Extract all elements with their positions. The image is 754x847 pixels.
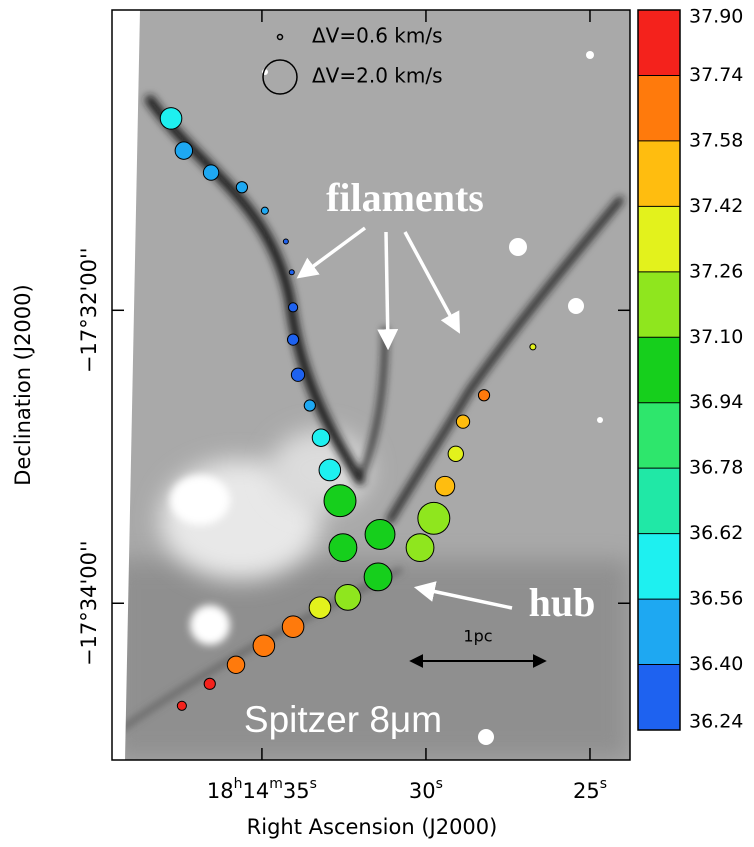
x-axis-label: Right Ascension (J2000) <box>247 815 498 839</box>
data-point <box>288 302 299 313</box>
x-tick-label: 25s <box>573 776 607 803</box>
colorbar-band <box>638 337 680 403</box>
annotation-arrows <box>296 226 513 610</box>
x-tick-label: 30s <box>409 776 443 803</box>
colorbar-label: 36.40 <box>689 653 743 675</box>
data-point <box>318 458 342 482</box>
data-point <box>290 367 306 382</box>
data-point <box>202 164 220 181</box>
colorbar-band <box>638 140 680 207</box>
y-tick-label: −17°34'00'' <box>77 540 101 666</box>
data-point <box>174 141 194 160</box>
data-point <box>281 615 305 638</box>
image-label: Spitzer 8μm <box>244 699 442 740</box>
colorbar-band <box>638 664 680 730</box>
data-point <box>260 206 269 215</box>
data-point <box>405 533 435 562</box>
y-axis-label: Declination (J2000) <box>11 284 35 485</box>
colorbar-band <box>638 75 680 141</box>
colorbar-label: 37.42 <box>689 195 743 217</box>
data-point <box>286 333 300 346</box>
colorbar-band <box>638 402 680 469</box>
sky-image <box>112 10 630 760</box>
filaments-label: filaments <box>326 175 484 220</box>
size-legend-label: ΔV=0.6 km/s <box>312 24 443 48</box>
data-point <box>477 389 491 402</box>
colorbar-band <box>638 533 680 600</box>
colorbar-label: 36.24 <box>689 711 743 733</box>
colorbar-label: 37.90 <box>689 6 743 28</box>
colorbar-label: 37.74 <box>689 64 743 86</box>
data-point <box>455 414 471 429</box>
data-point <box>529 343 537 351</box>
data-point <box>328 533 358 562</box>
data-point <box>363 562 393 592</box>
data-point <box>303 399 316 412</box>
size-legend-marker <box>262 59 298 95</box>
data-point <box>282 238 289 245</box>
data-point <box>364 518 396 550</box>
plot-frame <box>111 9 631 761</box>
colorbar-label: 36.94 <box>689 391 743 413</box>
data-point <box>434 475 456 497</box>
hub-label: hub <box>529 580 596 625</box>
colorbar-band <box>638 206 680 272</box>
colorbar-band <box>638 271 680 338</box>
data-point <box>176 700 187 711</box>
data-point <box>417 501 451 535</box>
data-point <box>311 428 331 447</box>
colorbar-band <box>638 10 680 76</box>
colorbar-label: 37.10 <box>689 326 743 348</box>
y-tick-label: −17°32'00'' <box>77 247 101 373</box>
data-point <box>323 484 357 518</box>
data-point <box>252 634 276 658</box>
scale-label: 1pc <box>463 627 492 646</box>
data-point <box>288 269 295 276</box>
data-point <box>203 677 216 690</box>
colorbar-label: 36.62 <box>689 522 743 544</box>
colorbar-band <box>638 599 680 665</box>
x-tick-label: 18h14m35s <box>207 776 317 803</box>
data-point <box>334 584 362 611</box>
colorbar-label: 36.78 <box>689 457 743 479</box>
colorbar-band <box>638 468 680 534</box>
colorbar-label: 37.58 <box>689 129 743 151</box>
colorbar-label: 36.56 <box>689 588 743 610</box>
data-point <box>159 107 183 130</box>
size-legend-label: ΔV=2.0 km/s <box>312 64 443 88</box>
data-point <box>226 655 246 674</box>
colorbar-label: 37.26 <box>689 260 743 282</box>
size-legend-marker <box>276 33 284 41</box>
data-point <box>308 596 332 619</box>
data-point <box>447 445 464 463</box>
data-layer <box>159 107 537 711</box>
data-point <box>235 181 249 194</box>
